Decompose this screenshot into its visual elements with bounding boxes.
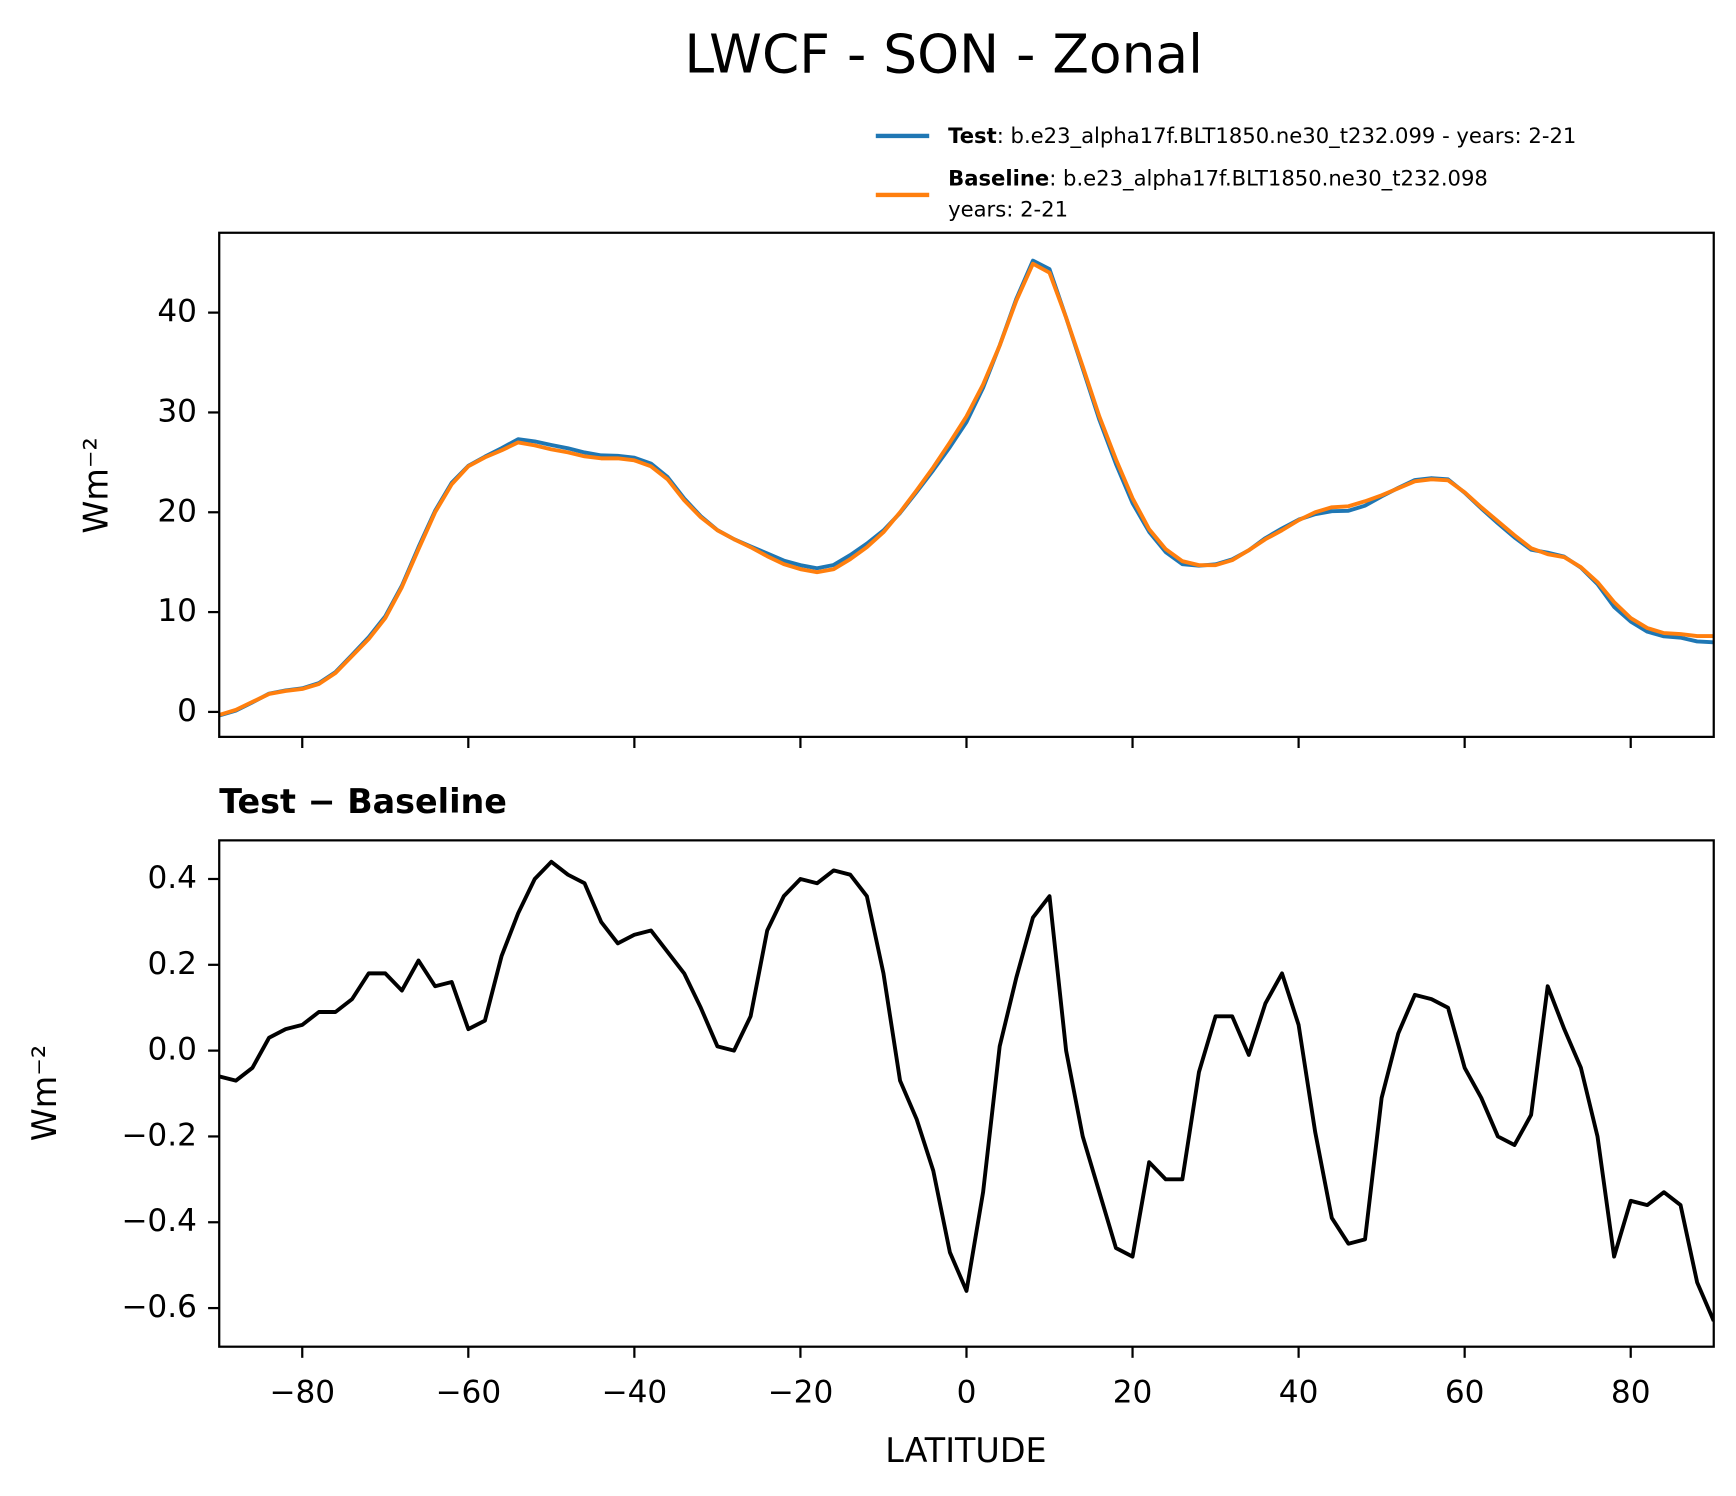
legend-name: Test (948, 123, 997, 148)
y-tick-label: 10 (157, 593, 197, 629)
x-tick-label: 20 (1113, 1374, 1153, 1410)
legend-name: Baseline (948, 165, 1049, 190)
y-axis-label: Wm⁻² (25, 1045, 64, 1142)
x-tick-label: −60 (435, 1374, 501, 1410)
data-line (219, 261, 1714, 717)
x-tick-label: −80 (269, 1374, 335, 1410)
y-tick-label: 0 (177, 693, 197, 729)
x-tick-label: 60 (1445, 1374, 1485, 1410)
y-tick-label: 20 (157, 493, 197, 529)
legend: Test: b.e23_alpha17f.BLT1850.ne30_t232.0… (948, 123, 1576, 221)
legend-desc: : b.e23_alpha17f.BLT1850.ne30_t232.099 -… (997, 123, 1577, 149)
y-tick-label: 0.0 (147, 1032, 197, 1068)
y-tick-label: −0.2 (121, 1117, 197, 1153)
data-line (219, 258, 1714, 718)
data-line (219, 859, 1714, 1322)
y-tick-label: 30 (157, 393, 197, 429)
subplot-title: Test − Baseline (219, 782, 507, 821)
y-axis-label: Wm⁻² (76, 437, 115, 534)
y-tick-label: 0.2 (147, 946, 197, 982)
x-tick-label: −40 (602, 1374, 668, 1410)
y-tick-label: −0.6 (121, 1289, 197, 1325)
legend-desc: years: 2-21 (948, 197, 1068, 222)
legend-label: Baseline: b.e23_alpha17f.BLT1850.ne30_t2… (948, 165, 1488, 191)
x-axis-label: LATITUDE (885, 1431, 1046, 1470)
axes-frame (218, 839, 1715, 1348)
y-tick-label: 0.4 (147, 860, 197, 896)
axes-frame (218, 231, 1715, 738)
x-tick-label: 80 (1611, 1374, 1651, 1410)
x-tick-label: 40 (1279, 1374, 1319, 1410)
x-tick-label: 0 (957, 1374, 977, 1410)
legend-desc: : b.e23_alpha17f.BLT1850.ne30_t232.098 (1049, 165, 1488, 191)
y-tick-label: 40 (157, 294, 197, 330)
y-tick-label: −0.4 (121, 1203, 197, 1239)
x-tick-label: −20 (768, 1374, 834, 1410)
figure-title: LWCF - SON - Zonal (684, 23, 1203, 86)
legend-label: Test: b.e23_alpha17f.BLT1850.ne30_t232.0… (948, 123, 1576, 149)
